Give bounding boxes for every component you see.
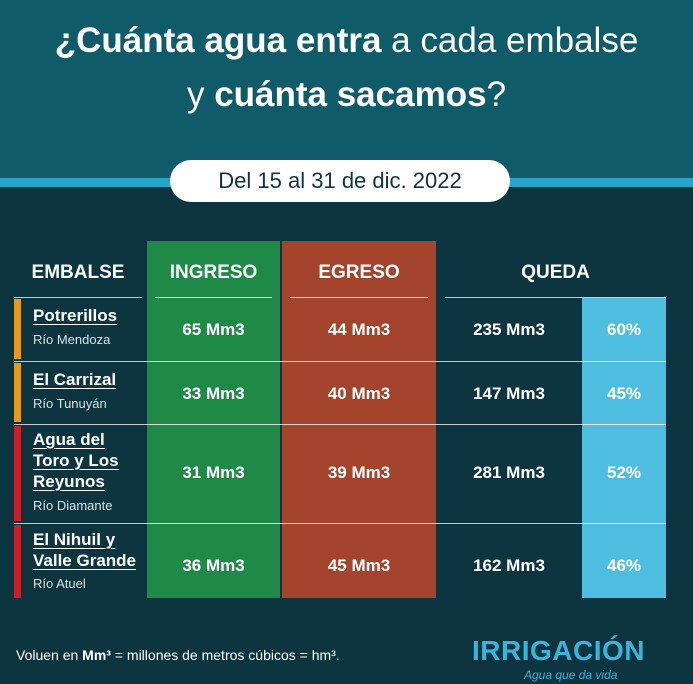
header-banner	[0, 0, 693, 182]
row-separator	[14, 424, 666, 425]
rule	[290, 297, 428, 298]
egreso-value: 45 Mm3	[327, 556, 391, 575]
logo-tagline: Agua que da vida	[524, 668, 618, 682]
river-name: Río Mendoza	[33, 332, 111, 347]
header-ingreso: INGRESO	[169, 262, 258, 283]
footnote-prefix: Voluen en	[16, 647, 83, 663]
header-egreso: EGRESO	[318, 262, 400, 283]
region-marker	[14, 426, 21, 521]
rule	[155, 297, 272, 298]
rule	[445, 297, 666, 298]
region-marker	[14, 525, 21, 598]
egreso-value: 40 Mm3	[327, 384, 391, 403]
logo-wordmark: IRRIGACIÓN	[472, 635, 645, 666]
footnote-unit: Mm³	[82, 647, 111, 663]
row-separator	[14, 523, 666, 524]
river-name: Río Tunuyán	[33, 396, 107, 411]
reservoir-name: El Carrizal	[33, 370, 117, 389]
queda-value: 162 Mm3	[473, 556, 545, 575]
page-title-line2: y cuánta sacamos?	[0, 74, 693, 116]
reservoir-name: Potrerillos	[33, 306, 118, 325]
title-question-mark: ?	[486, 75, 507, 114]
percent-column	[582, 298, 666, 598]
egreso-value: 39 Mm3	[327, 463, 391, 482]
unit-footnote: Voluen en Mm³ = millones de metros cúbic…	[16, 645, 340, 665]
ingreso-value: 31 Mm3	[182, 463, 245, 482]
queda-value: 281 Mm3	[473, 463, 545, 482]
river-name: Río Diamante	[33, 498, 113, 513]
reservoir-name: El Nihuil y Valle Grande	[33, 530, 136, 570]
header-embalse: EMBALSE	[31, 262, 125, 283]
period-badge: Del 15 al 31 de dic. 2022	[170, 160, 510, 202]
ingreso-value: 65 Mm3	[182, 320, 245, 339]
title-light-part: a cada embalse	[381, 21, 639, 60]
ingreso-value: 33 Mm3	[182, 384, 245, 403]
region-marker	[14, 363, 21, 422]
region-marker	[14, 299, 21, 359]
title-bold-part-2: cuánta sacamos	[214, 75, 487, 114]
page-title-line1: ¿Cuánta agua entra a cada embalse	[0, 20, 693, 62]
irrigacion-logo: IRRIGACIÓN Agua que da vida	[472, 634, 672, 684]
queda-value: 147 Mm3	[473, 384, 545, 403]
queda-value: 235 Mm3	[473, 320, 545, 339]
title-light-part-2: y	[186, 75, 215, 114]
queda-percent: 45%	[606, 384, 642, 403]
queda-percent: 46%	[606, 556, 642, 575]
queda-percent: 60%	[606, 320, 642, 339]
queda-percent: 52%	[606, 463, 642, 482]
ingreso-value: 36 Mm3	[182, 556, 245, 575]
header-queda: QUEDA	[521, 262, 590, 283]
egreso-column	[282, 241, 436, 598]
egreso-value: 44 Mm3	[327, 320, 391, 339]
footnote-suffix: = millones de metros cúbicos = hm³.	[110, 647, 340, 663]
row-separator	[14, 361, 666, 362]
title-bold-part: ¿Cuánta agua entra	[54, 21, 382, 60]
ingreso-column	[147, 241, 280, 598]
reservoir-name: Agua del Toro y Los Reyunos	[33, 430, 119, 491]
river-name: Río Atuel	[33, 576, 86, 591]
rule	[14, 297, 142, 298]
